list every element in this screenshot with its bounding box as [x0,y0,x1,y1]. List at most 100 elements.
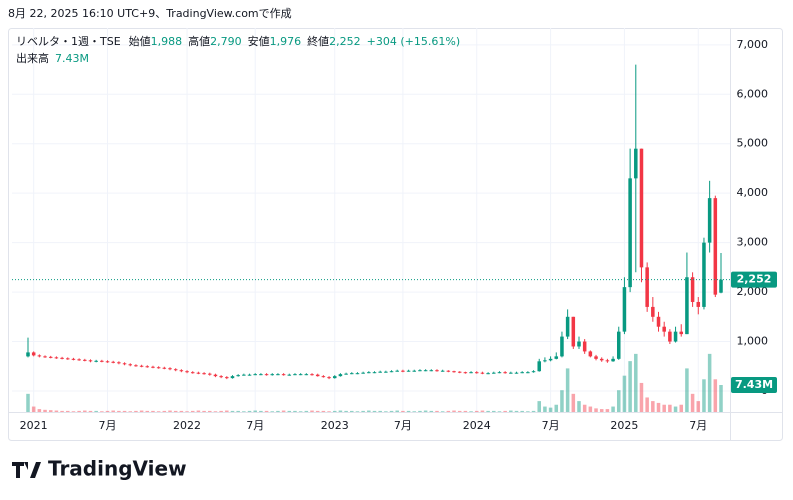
volume-bar [94,410,98,412]
volume-bar [60,410,64,412]
volume-bar [685,368,689,412]
volume-bar [202,410,206,412]
x-tick-label: 2021 [20,419,48,432]
volume-bar [66,410,70,412]
caption: 8月 22, 2025 16:10 UTC+9、TradingView.comで… [8,7,292,20]
x-tick-label: 7月 [99,419,117,432]
legend-value: 1,976 [270,35,302,48]
volume-bar [48,410,53,412]
x-tick-label: 2022 [173,419,201,432]
volume-bar [100,411,104,412]
candle-body [707,198,712,243]
volume-bar [435,410,439,412]
candle-body [151,366,155,368]
volume-bar [168,410,172,412]
volume-bar [344,410,348,412]
candle-body [679,331,683,335]
volume-bar [327,411,331,412]
candle-body [310,374,314,376]
volume-bar [719,385,723,412]
volume-bar [31,406,36,412]
volume-bar [219,410,223,412]
volume-bar [310,410,314,412]
volume-bar [350,410,354,412]
candle-body [162,367,167,369]
x-tick-label: 7月 [689,419,707,432]
candle-body [577,341,581,347]
y-tick-label: 1,000 [737,335,769,348]
volume-bar [37,409,42,412]
volume-bar [378,410,382,412]
legend-name: 高値 [188,34,210,48]
volume-bar [622,375,627,412]
candle-body [298,374,303,376]
volume-bar [486,410,490,412]
candle-body [332,376,337,379]
volume-bar [190,410,195,412]
candle-body [429,370,434,372]
volume-bar [514,410,519,412]
volume-bar [105,410,110,412]
candle-body [168,368,172,370]
candle-body [225,377,229,379]
volume-bar [225,410,229,412]
x-tick-label: 7月 [542,419,560,432]
candle-body [452,371,456,373]
candle-body [190,372,195,374]
volume-bar [560,390,564,412]
candle-body [128,364,133,366]
volume-bar [713,379,718,412]
volume-bar [565,368,570,412]
volume-bar [690,393,695,412]
candle-body [668,331,672,342]
candle-body [236,375,240,377]
volume-bar [673,406,678,412]
candle-body [71,358,76,360]
volume-badge-label: 7.43M [735,378,773,391]
candle-body [548,358,553,361]
candle-body [88,360,93,362]
candle-body [230,376,235,379]
volume-bar [151,410,155,412]
candle-body [509,372,513,374]
volume-bar [463,410,468,412]
volume-bar [474,410,479,412]
candle-body [372,372,377,374]
brand: TradingView [48,457,187,481]
volume-bar [185,411,189,412]
volume-bar [367,410,371,412]
volume-bar [242,411,246,412]
candle-body [122,363,127,365]
candle-body [367,372,371,374]
candle-body [66,358,70,360]
candle-body [100,360,104,362]
volume-bar [651,401,655,412]
volume-bar [696,401,701,412]
legend-value: 2,252 [329,35,361,48]
volume-bar [253,410,257,412]
volume-bar [469,411,473,412]
volume-bar [537,401,541,412]
y-tick-label: 3,000 [737,236,769,249]
volume-bar [162,410,167,412]
candle-body [634,148,638,179]
volume-bar [213,411,218,412]
volume-bar [548,407,553,412]
change: +304 (+15.61%) [367,35,460,48]
candle-body [344,373,348,375]
candle-body [26,352,30,357]
volume-bar [554,404,559,412]
y-tick-label: 6,000 [737,87,769,100]
candle-body [582,341,587,352]
candle-body [389,371,394,373]
volume-bar [503,410,507,412]
volume-bar [304,410,309,412]
candle-body [287,374,292,376]
candle-body [514,372,519,374]
volume-bar [702,379,706,412]
candle-body [361,372,365,374]
volume-bar [582,404,587,412]
volume-bar [134,410,138,412]
volume-bar [71,411,76,412]
volume-bar [196,410,201,412]
